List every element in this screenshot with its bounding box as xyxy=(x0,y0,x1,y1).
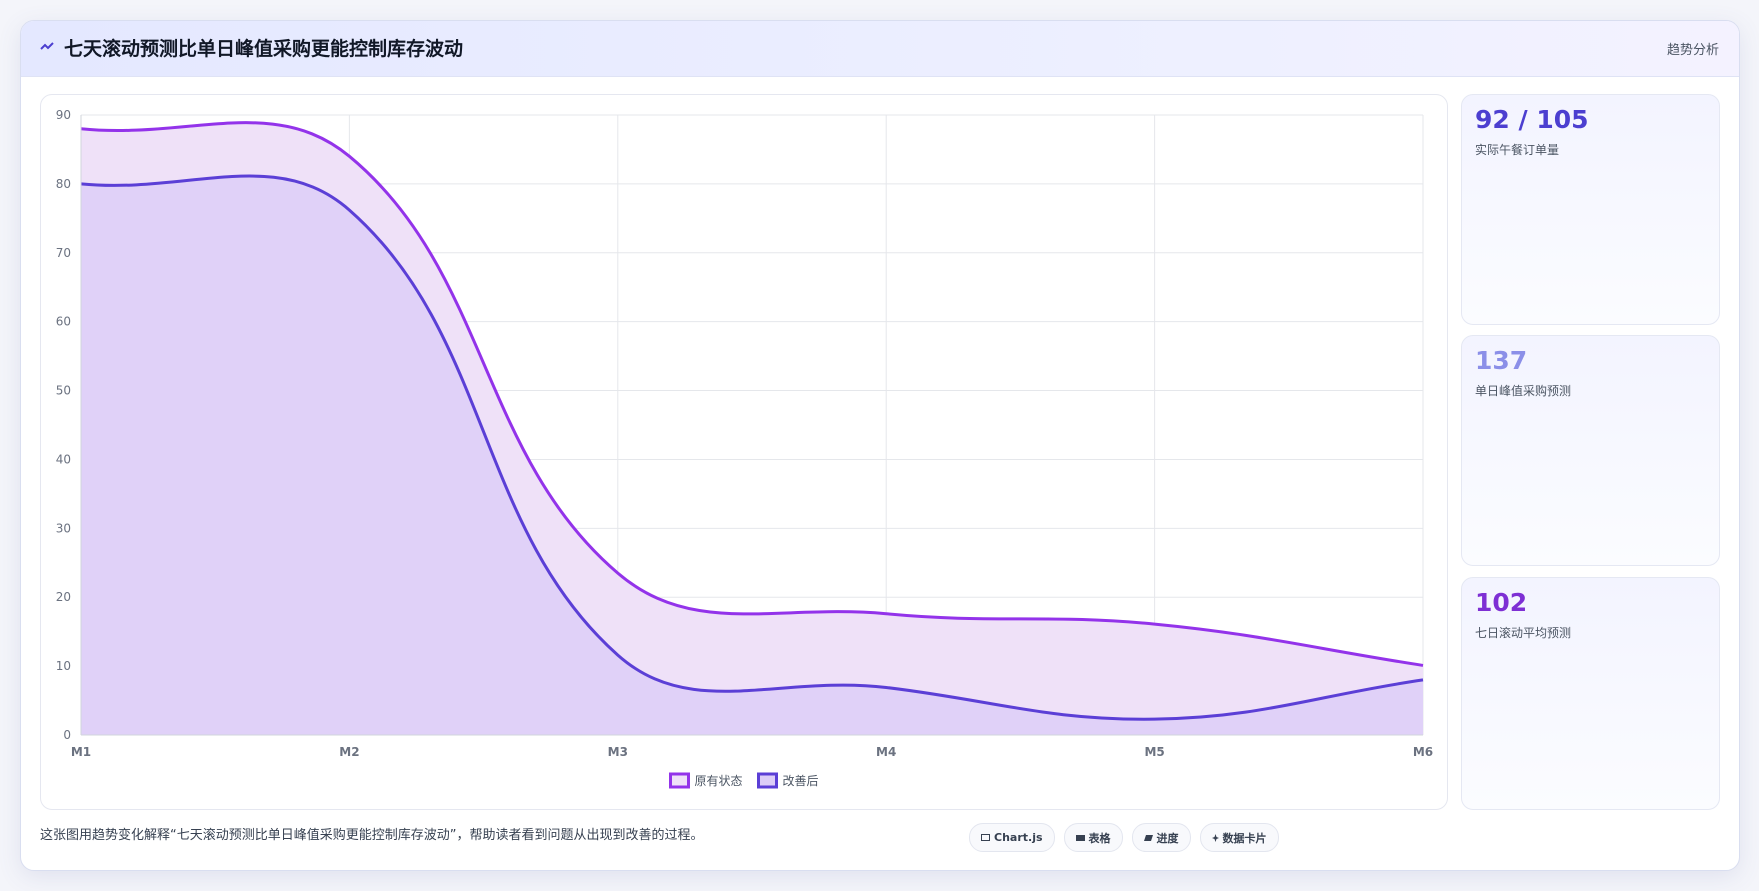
y-tick-label: 70 xyxy=(56,246,71,260)
chip[interactable]: 进度 xyxy=(1131,823,1191,852)
chip-label: 数据卡片 xyxy=(1222,831,1267,845)
tag[interactable]: 趋势分析 xyxy=(1666,43,1719,58)
legend-swatch xyxy=(757,772,778,789)
chart-panel: 0 10 20 30 40 50 60 70 80 90 M1 M2 M3 M4 M5 M6 原有状态 改善后 xyxy=(40,94,1448,810)
card: 七天滚动预测比单日峰值采购更能控制库存波动 趋势分析 0 10 20 30 40 50 60… xyxy=(20,20,1740,871)
line xyxy=(80,174,1424,721)
kpi-value: 102 xyxy=(1475,588,1528,617)
chip[interactable]: 表格 xyxy=(1063,823,1123,852)
kpi-value: 92 / 105 xyxy=(1475,105,1589,134)
kpi-card: 137 单日峰值采购预测 xyxy=(1461,335,1720,566)
kpi-label: 单日峰值采购预测 xyxy=(1475,384,1572,398)
area xyxy=(81,176,1423,735)
kpi-card: 92 / 105 实际午餐订单量 xyxy=(1461,94,1720,325)
chip-label: 表格 xyxy=(1088,831,1111,845)
kpi-label: 实际午餐订单量 xyxy=(1475,143,1560,157)
chip[interactable]: Chart.js xyxy=(969,823,1055,852)
chip[interactable]: 数据卡片 xyxy=(1199,823,1279,852)
y-tick-label: 80 xyxy=(56,177,71,191)
y-tick-label: 20 xyxy=(56,590,71,604)
title: 七天滚动预测比单日峰值采购更能控制库存波动 xyxy=(64,38,464,60)
y-tick-label: 30 xyxy=(56,521,71,535)
kpi-value: 137 xyxy=(1475,346,1528,375)
y-tick-label: 90 xyxy=(56,108,71,122)
y-tick-label: 40 xyxy=(56,452,71,466)
legend-swatch xyxy=(669,772,690,789)
y-tick-label: 60 xyxy=(56,315,71,329)
footer-text: 这张图用趋势变化解释“七天滚动预测比单日峰值采购更能控制库存波动”，帮助读者看到… xyxy=(40,828,704,843)
x-tick-label: M1 xyxy=(71,745,91,759)
x-tick-label: M4 xyxy=(876,745,896,759)
header-icon xyxy=(40,42,54,50)
kpi-card: 102 七日滚动平均预测 xyxy=(1461,577,1720,810)
chips: Chart.js 表格 进度 数据卡片 xyxy=(969,823,1279,852)
y-tick-label: 50 xyxy=(56,384,71,398)
y-tick-label: 10 xyxy=(56,659,71,673)
chip-label: Chart.js xyxy=(994,831,1043,844)
x-tick-label: M6 xyxy=(1413,745,1433,759)
legend-label: 原有状态 xyxy=(695,774,743,788)
legend-label: 改善后 xyxy=(783,773,819,788)
y-tick-label: 0 xyxy=(63,728,71,742)
chart: 0 10 20 30 40 50 60 70 80 90 M1 M2 M3 M4 M5 M6 原有状态 改善后 xyxy=(56,108,1433,789)
x-tick-label: M5 xyxy=(1144,745,1164,759)
x-tick-label: M3 xyxy=(608,745,628,759)
line xyxy=(80,121,1424,667)
header: 七天滚动预测比单日峰值采购更能控制库存波动 趋势分析 xyxy=(21,21,1739,77)
x-tick-label: M2 xyxy=(339,745,359,759)
chip-label: 进度 xyxy=(1156,831,1179,845)
kpi-label: 七日滚动平均预测 xyxy=(1475,626,1572,640)
